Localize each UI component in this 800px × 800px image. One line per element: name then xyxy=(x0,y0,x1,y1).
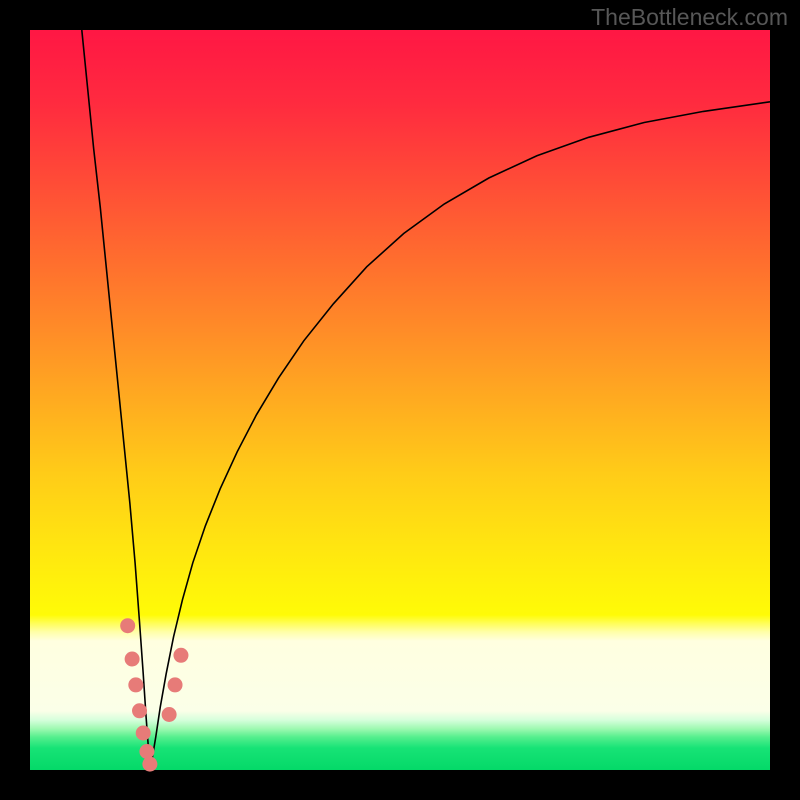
data-marker xyxy=(168,677,183,692)
data-marker xyxy=(142,757,157,772)
data-marker xyxy=(120,618,135,633)
data-marker xyxy=(136,726,151,741)
plot-area xyxy=(30,30,770,770)
data-marker xyxy=(162,707,177,722)
chart-frame: TheBottleneck.com xyxy=(0,0,800,800)
data-marker xyxy=(128,677,143,692)
curve-layer xyxy=(30,30,770,770)
data-marker xyxy=(125,652,140,667)
watermark-text: TheBottleneck.com xyxy=(591,4,788,31)
data-marker xyxy=(132,703,147,718)
data-marker xyxy=(173,648,188,663)
data-marker xyxy=(139,744,154,759)
